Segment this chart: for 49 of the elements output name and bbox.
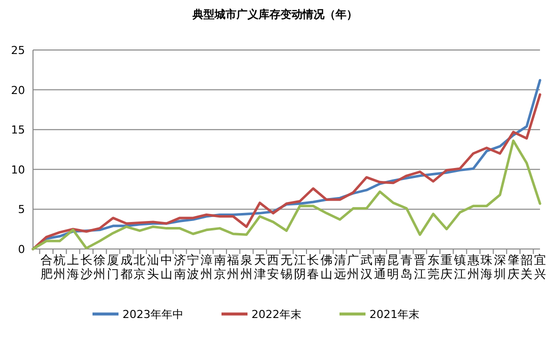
x-tick-label: 福州 — [227, 253, 240, 281]
y-tick-label: 20 — [11, 84, 25, 97]
chart-title: 典型城市广义库存变动情况（年） — [192, 8, 358, 21]
x-tick-label: 青岛 — [400, 253, 413, 281]
legend-label: 2023年年中 — [122, 308, 184, 321]
x-tick-label: 镇江 — [452, 253, 466, 281]
x-tick-label: 宜兴 — [534, 253, 546, 281]
x-tick-label: 上海 — [67, 253, 80, 281]
x-tick-label: 长春 — [307, 253, 320, 281]
x-tick-label: 南京 — [214, 253, 226, 281]
x-tick-label: 南通 — [374, 253, 386, 281]
line-series — [32, 139, 542, 250]
x-tick-label: 漳州 — [200, 253, 212, 281]
x-tick-label: 徐州 — [94, 253, 106, 281]
x-tick-label: 东莞 — [427, 253, 440, 281]
x-tick-label: 江阴 — [294, 253, 306, 281]
x-tick-label: 韶关 — [520, 253, 533, 281]
x-tick-label: 汕头 — [147, 253, 160, 281]
x-tick-label: 西安 — [267, 253, 280, 281]
legend-label: 2022年末 — [252, 308, 302, 321]
x-tick-label: 厦门 — [107, 253, 120, 281]
x-tick-label: 宁波 — [187, 253, 200, 281]
x-tick-label: 成都 — [120, 253, 132, 281]
x-tick-label: 肇庆 — [507, 253, 520, 281]
y-tick-label: 0 — [18, 243, 25, 256]
y-tick-label: 25 — [11, 44, 25, 57]
y-tick-label: 10 — [11, 163, 25, 176]
y-tick-label: 15 — [11, 124, 25, 137]
x-tick-label: 长沙 — [80, 253, 92, 281]
x-tick-label: 深圳 — [492, 253, 506, 281]
x-tick-label: 武汉 — [360, 253, 373, 281]
x-tick-label: 佛山 — [320, 253, 333, 281]
x-tick-label: 泉州 — [240, 253, 252, 281]
x-tick-label: 重庆 — [440, 253, 453, 281]
y-tick-label: 5 — [18, 203, 25, 216]
legend-label: 2021年末 — [370, 308, 420, 321]
x-tick-label: 广州 — [347, 253, 360, 281]
x-tick-label: 晋江 — [414, 253, 426, 281]
x-tick-label: 北京 — [134, 253, 146, 281]
x-tick-label: 合肥 — [40, 253, 52, 281]
x-tick-label: 清远 — [334, 253, 346, 281]
x-tick-label: 天津 — [254, 253, 266, 281]
x-tick-label: 济南 — [174, 253, 186, 281]
x-tick-label: 珠海 — [480, 253, 493, 281]
x-tick-label: 惠州 — [466, 253, 480, 281]
x-tick-label: 中山 — [160, 253, 172, 281]
x-tick-label: 昆明 — [387, 253, 400, 281]
x-tick-label: 杭州 — [52, 253, 66, 281]
x-tick-label: 无锡 — [280, 253, 292, 281]
